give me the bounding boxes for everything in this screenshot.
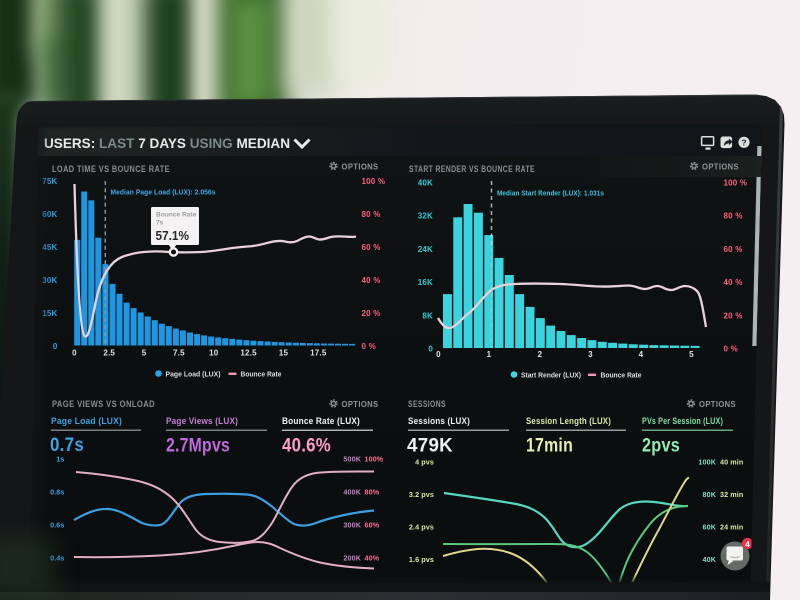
svg-text:2.7Mpvs: 2.7Mpvs: [166, 436, 230, 457]
svg-text:80 %: 80 %: [362, 210, 381, 219]
svg-text:5: 5: [142, 349, 147, 358]
svg-text:SESSIONS: SESSIONS: [408, 399, 446, 409]
svg-text:200K: 200K: [343, 553, 361, 562]
svg-text:40 %: 40 %: [724, 278, 743, 287]
svg-text:100 %: 100 %: [362, 177, 386, 186]
svg-text:Start Render (LUX): Start Render (LUX): [521, 371, 581, 380]
svg-text:1s: 1s: [56, 454, 64, 463]
svg-text:OPTIONS: OPTIONS: [699, 399, 736, 409]
svg-text:0.8s: 0.8s: [50, 487, 64, 496]
svg-text:Bounce Rate: Bounce Rate: [241, 370, 282, 379]
svg-text:8K: 8K: [422, 311, 433, 320]
svg-text:3: 3: [588, 350, 593, 359]
svg-text:100K: 100K: [698, 458, 716, 467]
svg-text:7.5: 7.5: [173, 349, 185, 358]
svg-text:40 %: 40 %: [362, 276, 381, 285]
svg-text:0: 0: [436, 350, 441, 359]
svg-text:PVs Per Session (LUX): PVs Per Session (LUX): [642, 416, 723, 426]
svg-text:OPTIONS: OPTIONS: [342, 399, 379, 409]
svg-text:Median Page Load (LUX): 2.056s: Median Page Load (LUX): 2.056s: [111, 188, 216, 197]
svg-text:4: 4: [639, 350, 644, 359]
svg-text:Median Start Render (LUX): 1.0: Median Start Render (LUX): 1.031s: [497, 189, 604, 198]
svg-text:80%: 80%: [365, 487, 380, 496]
svg-text:OPTIONS: OPTIONS: [702, 162, 739, 172]
svg-text:0.6s: 0.6s: [50, 520, 64, 529]
svg-text:0 %: 0 %: [724, 345, 738, 354]
svg-text:Bounce Rate (LUX): Bounce Rate (LUX): [282, 416, 360, 426]
svg-text:2: 2: [538, 350, 543, 359]
svg-text:0 %: 0 %: [362, 342, 376, 351]
svg-text:4: 4: [745, 540, 750, 549]
svg-text:1: 1: [487, 350, 492, 359]
svg-text:OPTIONS: OPTIONS: [342, 162, 379, 172]
svg-text:Page Load (LUX): Page Load (LUX): [51, 416, 122, 426]
svg-text:START RENDER VS BOUNCE RATE: START RENDER VS BOUNCE RATE: [409, 164, 535, 174]
svg-text:32 min: 32 min: [720, 490, 743, 499]
svg-text:PAGE VIEWS VS ONLOAD: PAGE VIEWS VS ONLOAD: [52, 399, 155, 409]
svg-text:40.6%: 40.6%: [282, 436, 331, 457]
svg-text:LOAD TIME VS BOUNCE RATE: LOAD TIME VS BOUNCE RATE: [52, 164, 170, 174]
svg-text:60 %: 60 %: [724, 245, 743, 254]
svg-text:20 %: 20 %: [362, 309, 381, 318]
svg-text:Page Views (LUX): Page Views (LUX): [166, 416, 238, 426]
svg-text:24K: 24K: [418, 245, 433, 254]
svg-text:15: 15: [279, 349, 289, 358]
svg-text:40K: 40K: [418, 179, 433, 188]
svg-text:Bounce Rate: Bounce Rate: [156, 212, 197, 219]
svg-text:0.7s: 0.7s: [50, 435, 84, 456]
svg-text:24 min: 24 min: [720, 523, 743, 532]
svg-text:479K: 479K: [407, 436, 453, 457]
svg-text:0: 0: [428, 345, 433, 354]
svg-text:0: 0: [72, 349, 77, 358]
svg-text:60K: 60K: [703, 523, 717, 532]
svg-text:12.5: 12.5: [240, 349, 257, 358]
svg-text:2pvs: 2pvs: [642, 436, 680, 457]
svg-text:17min: 17min: [526, 436, 573, 457]
svg-text:40%: 40%: [365, 553, 380, 562]
svg-text:5: 5: [689, 350, 694, 359]
svg-text:USERS: LAST 7 DAYS USING MEDIA: USERS: LAST 7 DAYS USING MEDIAN: [44, 135, 290, 151]
svg-text:0: 0: [53, 342, 58, 351]
svg-text:60 %: 60 %: [362, 243, 381, 252]
svg-text:Page Load (LUX): Page Load (LUX): [166, 370, 221, 379]
svg-text:3.2 pvs: 3.2 pvs: [409, 490, 434, 499]
svg-text:500K: 500K: [343, 454, 361, 463]
svg-text:16K: 16K: [418, 278, 433, 287]
svg-text:80K: 80K: [703, 490, 717, 499]
svg-text:40 min: 40 min: [720, 458, 743, 467]
svg-text:32K: 32K: [418, 212, 433, 221]
svg-text:300K: 300K: [343, 520, 361, 529]
svg-text:2.5: 2.5: [103, 349, 115, 358]
svg-text:17.5: 17.5: [310, 349, 327, 358]
svg-text:57.1%: 57.1%: [156, 228, 190, 243]
svg-text:0.4s: 0.4s: [50, 553, 64, 562]
svg-text:80 %: 80 %: [724, 212, 743, 221]
svg-text:?: ?: [741, 138, 746, 148]
svg-text:4 pvs: 4 pvs: [415, 458, 434, 467]
svg-text:Bounce Rate: Bounce Rate: [601, 371, 642, 380]
svg-text:Sessions (LUX): Sessions (LUX): [408, 416, 470, 426]
svg-text:40K: 40K: [703, 555, 717, 564]
svg-text:2.4 pvs: 2.4 pvs: [409, 523, 434, 532]
svg-text:1.6 pvs: 1.6 pvs: [409, 555, 434, 564]
svg-text:10: 10: [209, 349, 219, 358]
svg-text:20 %: 20 %: [724, 311, 743, 320]
svg-text:400K: 400K: [343, 487, 361, 496]
svg-text:7s: 7s: [156, 220, 164, 227]
svg-text:100 %: 100 %: [724, 179, 748, 188]
svg-text:60%: 60%: [365, 520, 380, 529]
svg-text:Session Length (LUX): Session Length (LUX): [526, 416, 611, 426]
svg-text:100%: 100%: [365, 454, 384, 463]
